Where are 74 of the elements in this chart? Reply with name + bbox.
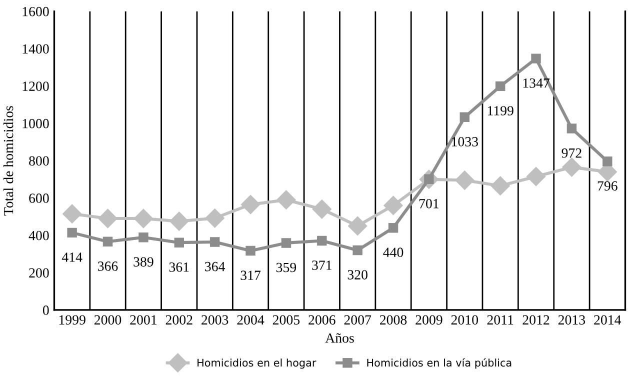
x-tick-label: 2000	[94, 315, 122, 325]
point	[455, 170, 474, 190]
y-tick-label: 1600	[22, 6, 49, 16]
y-tick-label: 0	[42, 306, 49, 315]
data-label: 320	[348, 270, 368, 280]
data-label: 389	[134, 257, 154, 267]
x-tick-label: 2002	[166, 315, 192, 325]
y-tick-label: 200	[29, 268, 49, 278]
point	[384, 196, 403, 215]
legend-label: Homicidios en la vía pública	[367, 358, 512, 369]
point	[246, 246, 256, 256]
point	[174, 238, 184, 248]
point	[348, 216, 368, 236]
point	[531, 54, 541, 64]
point	[317, 236, 327, 246]
x-axis-title: Años	[325, 333, 354, 343]
point	[170, 212, 189, 231]
legend-label: Homicidios en el hogar	[198, 358, 316, 369]
x-tick-label: 2005	[272, 315, 300, 325]
data-label: 317	[240, 270, 261, 280]
data-label: 414	[62, 252, 82, 262]
y-tick-label: 800	[29, 156, 49, 166]
data-label: 1199	[488, 106, 514, 116]
data-label: 361	[169, 262, 189, 272]
y-axis-title: Total de homicidios	[3, 106, 14, 216]
y-tick-label: 1400	[22, 44, 49, 54]
point	[240, 194, 260, 214]
x-tick-label: 2008	[380, 315, 407, 325]
x-tick-label: 2007	[344, 315, 372, 325]
x-tick-label: 1999	[59, 315, 86, 325]
x-tick-label: 2003	[202, 315, 228, 325]
x-tick-label: 2009	[416, 315, 442, 325]
x-tick-label: 2014	[594, 315, 622, 325]
data-label: 1033	[452, 137, 478, 146]
point	[62, 204, 82, 224]
point	[526, 166, 546, 186]
point	[602, 156, 612, 166]
y-tick-label: 600	[29, 194, 49, 203]
point	[210, 237, 220, 247]
point	[134, 208, 153, 228]
x-tick-label: 2010	[451, 315, 478, 325]
point	[460, 112, 470, 122]
point	[566, 124, 577, 134]
y-tick-label: 1200	[22, 82, 49, 91]
x-tick-label: 2001	[130, 315, 157, 325]
data-label: 364	[205, 262, 226, 272]
point	[102, 236, 113, 247]
point	[67, 228, 77, 238]
data-label: 972	[562, 148, 582, 158]
data-label: 440	[383, 248, 404, 258]
point	[281, 238, 292, 248]
data-label: 1347	[523, 78, 550, 88]
point	[490, 176, 510, 196]
data-label: 366	[98, 262, 118, 271]
x-tick-label: 2004	[237, 315, 264, 325]
data-label: 701	[419, 198, 439, 208]
data-label: 796	[598, 181, 618, 191]
x-tick-label: 2011	[487, 315, 514, 325]
data-label: 359	[276, 262, 296, 272]
point	[98, 208, 118, 228]
point	[138, 232, 148, 242]
point	[312, 200, 332, 219]
point	[205, 208, 224, 228]
x-tick-label: 2012	[522, 315, 550, 325]
y-tick-label: 400	[28, 230, 49, 240]
x-tick-label: 2006	[308, 315, 336, 325]
point	[352, 245, 362, 256]
x-tick-label: 2013	[558, 315, 586, 325]
data-label: 371	[312, 260, 332, 270]
point	[388, 222, 398, 233]
y-tick-label: 1000	[22, 118, 49, 128]
point	[562, 158, 582, 177]
point	[495, 81, 506, 92]
point	[276, 190, 296, 210]
